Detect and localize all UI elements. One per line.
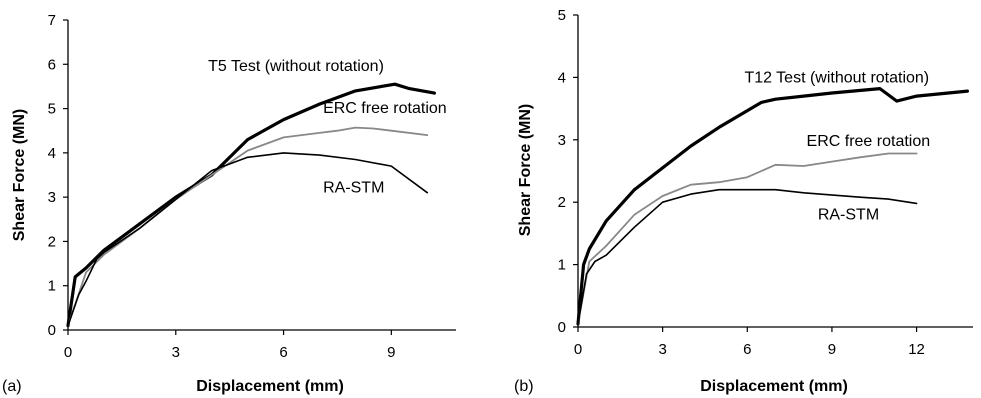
series-line-t12-test-without-rotation xyxy=(576,87,969,326)
panel-label: (a) xyxy=(2,378,22,395)
x-tick-label: 0 xyxy=(574,341,582,358)
y-axis-title: Shear Force (MN) xyxy=(11,109,28,241)
y-tick-label: 7 xyxy=(48,12,56,29)
series-annotation: T12 Test (without rotation) xyxy=(744,69,929,86)
x-axis-title: Displacement (mm) xyxy=(700,378,848,395)
y-tick-label: 1 xyxy=(48,278,56,295)
x-tick-label: 6 xyxy=(743,341,751,358)
series-line-t5-test-without-rotation xyxy=(66,82,436,328)
y-tick-label: 2 xyxy=(48,233,56,250)
y-tick-label: 5 xyxy=(48,101,56,118)
series-annotation: ERC free rotation xyxy=(323,100,447,117)
y-tick-label: 3 xyxy=(558,132,566,149)
y-tick-label: 4 xyxy=(48,145,56,162)
y-tick-label: 6 xyxy=(48,56,56,73)
y-axis-title: Shear Force (MN) xyxy=(517,104,534,236)
y-tick-label: 0 xyxy=(48,322,56,339)
panel-label: (b) xyxy=(514,378,534,395)
y-tick-label: 5 xyxy=(558,7,566,24)
y-tick-label: 3 xyxy=(48,189,56,206)
y-tick-label: 4 xyxy=(558,69,566,86)
series-annotation: ERC free rotation xyxy=(807,133,931,150)
series-annotation: T5 Test (without rotation) xyxy=(208,58,384,75)
series-group xyxy=(576,87,969,326)
x-tick-label: 3 xyxy=(658,341,666,358)
annotations-group: T12 Test (without rotation) ERC free rota… xyxy=(744,69,930,223)
y-tick-label: 1 xyxy=(558,257,566,274)
series-annotation: RA-STM xyxy=(818,207,879,224)
chart-panel-a: Shear Force (MN) Displacement (mm) (a) 0… xyxy=(2,12,456,395)
series-annotation: RA-STM xyxy=(323,180,384,197)
x-axis-title: Displacement (mm) xyxy=(196,378,344,395)
series-line-erc-free-rotation xyxy=(577,152,918,325)
series-line-ra-stm xyxy=(67,152,429,327)
x-tick-label: 0 xyxy=(64,344,72,361)
x-tick-label: 3 xyxy=(172,344,180,361)
chart-panel-b: Shear Force (MN) Displacement (mm) (b) 0… xyxy=(514,7,973,395)
x-tick-label: 9 xyxy=(828,341,836,358)
x-tick-label: 12 xyxy=(908,341,925,358)
annotations-group: T5 Test (without rotation) ERC free rotat… xyxy=(208,58,447,197)
x-tick-label: 6 xyxy=(279,344,287,361)
y-tick-label: 2 xyxy=(558,194,566,211)
ticks-group: 0 1 2 3 4 5 6 7 0 3 6 9 xyxy=(48,12,396,361)
y-tick-label: 0 xyxy=(558,319,566,336)
series-group xyxy=(66,82,436,328)
series-line-erc-free-rotation xyxy=(67,126,429,327)
x-tick-label: 9 xyxy=(387,344,395,361)
series-line-ra-stm xyxy=(577,188,918,325)
